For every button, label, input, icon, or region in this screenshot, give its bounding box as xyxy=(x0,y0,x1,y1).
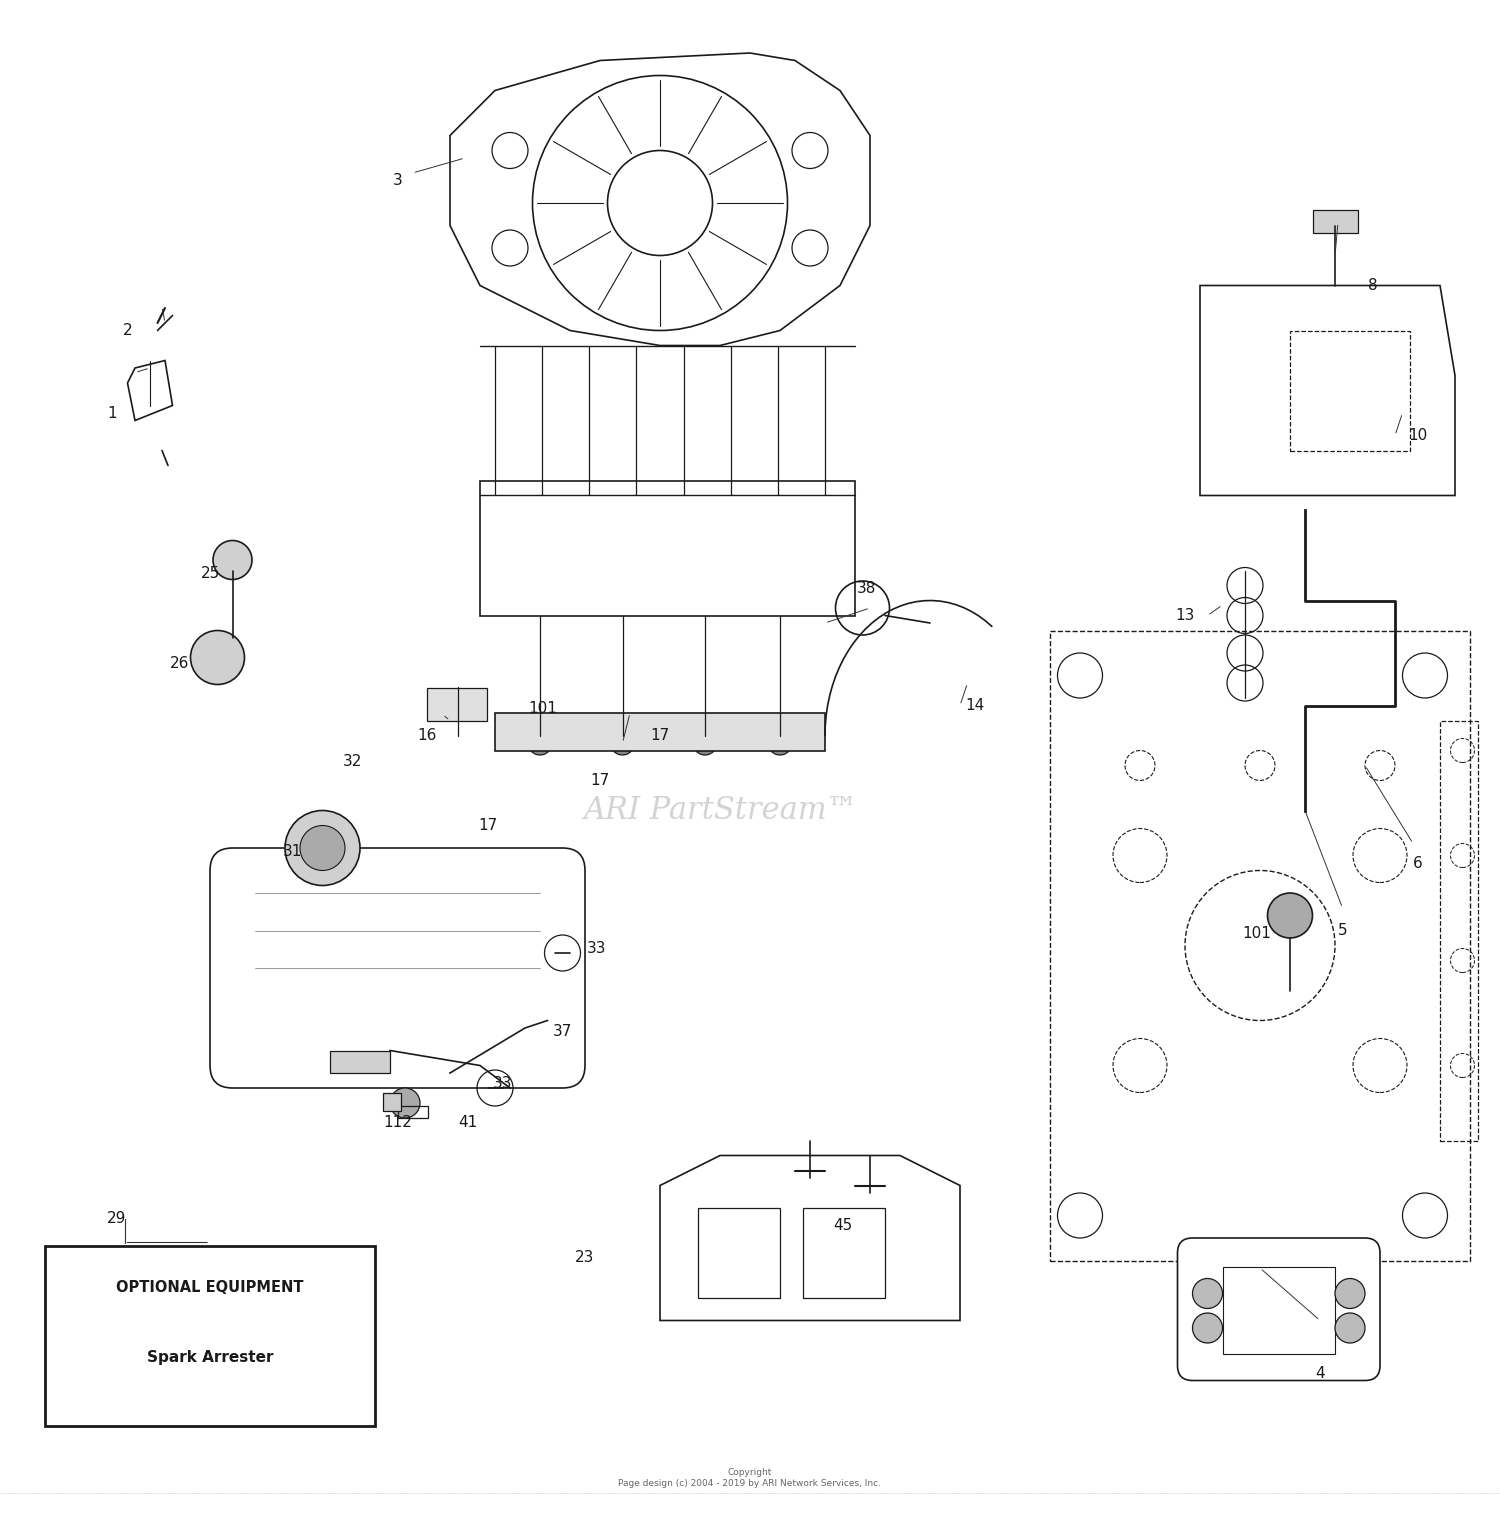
Text: 112: 112 xyxy=(382,1115,412,1130)
Bar xyxy=(1290,331,1410,450)
Bar xyxy=(382,1093,400,1110)
Text: 101: 101 xyxy=(528,701,558,717)
Polygon shape xyxy=(660,1156,960,1321)
Bar xyxy=(480,481,855,615)
FancyBboxPatch shape xyxy=(210,848,585,1089)
Text: 38: 38 xyxy=(858,580,876,596)
Text: 32: 32 xyxy=(344,753,362,769)
Circle shape xyxy=(1192,1278,1222,1309)
Bar xyxy=(330,1050,390,1073)
Text: 17: 17 xyxy=(591,773,609,788)
Circle shape xyxy=(768,730,792,755)
Circle shape xyxy=(285,810,360,885)
Text: 4: 4 xyxy=(1316,1366,1324,1381)
Circle shape xyxy=(528,730,552,755)
Text: 37: 37 xyxy=(554,1024,572,1038)
Text: 29: 29 xyxy=(108,1211,126,1226)
Bar xyxy=(398,1105,427,1118)
Text: Spark Arrester: Spark Arrester xyxy=(147,1350,273,1364)
Bar xyxy=(802,1208,885,1298)
Circle shape xyxy=(1335,1278,1365,1309)
Circle shape xyxy=(1335,1314,1365,1343)
Text: 45: 45 xyxy=(834,1219,852,1234)
Text: 31: 31 xyxy=(284,844,302,859)
Bar xyxy=(45,1246,375,1425)
Polygon shape xyxy=(450,54,870,346)
Text: 25: 25 xyxy=(201,566,219,580)
Bar xyxy=(1440,721,1478,1141)
Text: 33: 33 xyxy=(492,1076,512,1092)
Text: OPTIONAL EQUIPMENT: OPTIONAL EQUIPMENT xyxy=(117,1280,303,1295)
Text: 33: 33 xyxy=(588,942,606,955)
Text: Copyright
Page design (c) 2004 - 2019 by ARI Network Services, Inc.: Copyright Page design (c) 2004 - 2019 by… xyxy=(618,1468,882,1488)
Bar xyxy=(1222,1266,1335,1353)
Bar xyxy=(427,687,488,721)
Text: ARI PartStream™: ARI PartStream™ xyxy=(584,795,856,827)
Text: 13: 13 xyxy=(1176,608,1194,623)
Text: 8: 8 xyxy=(1368,279,1377,292)
Text: 41: 41 xyxy=(459,1115,477,1130)
Text: 17: 17 xyxy=(478,818,496,833)
Bar xyxy=(495,713,825,750)
Circle shape xyxy=(693,730,717,755)
Circle shape xyxy=(1192,1314,1222,1343)
FancyBboxPatch shape xyxy=(1178,1239,1380,1381)
Polygon shape xyxy=(1200,285,1455,496)
Circle shape xyxy=(1268,893,1312,939)
Text: 2: 2 xyxy=(123,323,132,338)
Circle shape xyxy=(213,540,252,580)
Text: 5: 5 xyxy=(1338,923,1347,939)
Circle shape xyxy=(190,631,244,684)
Text: 3: 3 xyxy=(393,173,402,188)
Circle shape xyxy=(390,1089,420,1118)
Circle shape xyxy=(610,730,634,755)
Bar xyxy=(1312,210,1358,233)
Text: 23: 23 xyxy=(576,1249,594,1265)
Text: 10: 10 xyxy=(1408,429,1426,442)
Text: 6: 6 xyxy=(1413,856,1422,871)
Text: 26: 26 xyxy=(171,655,189,671)
Bar xyxy=(698,1208,780,1298)
Text: 14: 14 xyxy=(966,698,984,713)
Bar xyxy=(1050,631,1470,1260)
Text: 101: 101 xyxy=(1242,926,1272,942)
Text: 17: 17 xyxy=(651,729,669,743)
Text: 16: 16 xyxy=(419,729,436,743)
Polygon shape xyxy=(128,360,172,421)
Text: 1: 1 xyxy=(108,406,117,421)
Circle shape xyxy=(300,825,345,871)
